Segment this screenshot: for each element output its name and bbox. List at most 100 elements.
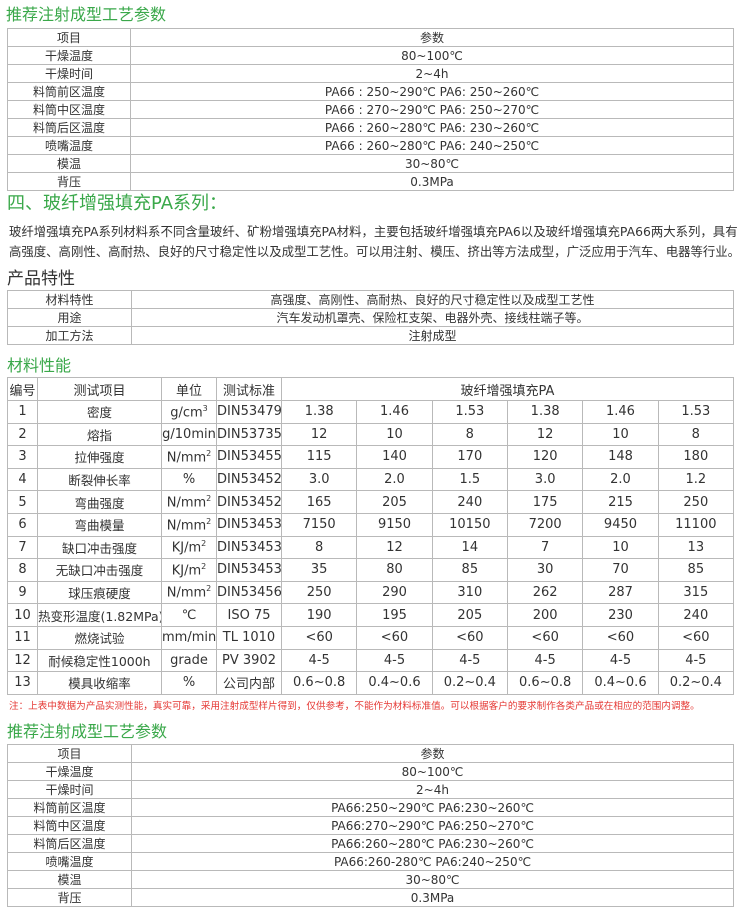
table-row: 6 弯曲模量 N/mm2 DIN53453 7150 9150 10150 7200 9450 1… bbox=[7, 512, 735, 537]
value-cell: 240 bbox=[657, 603, 735, 627]
table-row: 7 缺口冲击强度 KJ/m2 DIN53453 8 12 14 7 10 13 bbox=[7, 535, 735, 560]
value-cell: 1.2 bbox=[657, 467, 735, 492]
row-number: 3 bbox=[7, 445, 38, 469]
row-label: 材料特性 bbox=[7, 290, 132, 309]
header-unit: 单位 bbox=[161, 377, 217, 401]
row-label: 加工方法 bbox=[7, 326, 132, 345]
unit: ℃ bbox=[161, 603, 217, 627]
value-cell: 85 bbox=[657, 558, 735, 582]
unit: KJ/m2 bbox=[161, 558, 217, 582]
value-cell: <60 bbox=[582, 625, 659, 650]
value-cell: 148 bbox=[582, 445, 659, 469]
unit-text: ℃ bbox=[181, 607, 197, 623]
section-title-injection-params-2: 推荐注射成型工艺参数 bbox=[7, 722, 168, 741]
value-cell: 1.53 bbox=[431, 400, 508, 424]
features-title: 产品特性 bbox=[7, 269, 75, 289]
value-cell: 11100 bbox=[657, 512, 735, 537]
value-cell: 115 bbox=[280, 445, 358, 469]
value-cell: 315 bbox=[657, 580, 735, 605]
test-item: 弯曲模量 bbox=[37, 512, 162, 537]
unit-text: g/cm bbox=[170, 404, 203, 420]
value-cell: 205 bbox=[431, 603, 508, 627]
header-item: 项目 bbox=[7, 744, 132, 763]
value-cell: 175 bbox=[506, 490, 584, 514]
row-number: 2 bbox=[7, 422, 38, 447]
value-cell: 200 bbox=[506, 603, 584, 627]
table-row: 10 热变形温度(1.82MPa) ℃ ISO 75 190 195 205 200 230 24… bbox=[7, 603, 735, 627]
value-cell: 7 bbox=[506, 535, 584, 560]
table-row: 干燥温度 80~100℃ bbox=[7, 762, 734, 781]
row-value: PA66 : 260~280℃ PA6: 240~250℃ bbox=[130, 136, 734, 155]
value-cell: 7200 bbox=[506, 512, 584, 537]
row-label: 模温 bbox=[7, 870, 132, 889]
test-item: 拉伸强度 bbox=[37, 445, 162, 469]
properties-title: 材料性能 bbox=[7, 356, 72, 375]
row-label: 模温 bbox=[7, 154, 131, 173]
table-row: 背压 0.3MPa bbox=[7, 172, 734, 191]
value-cell: 4-5 bbox=[506, 648, 584, 673]
header-item: 项目 bbox=[7, 28, 131, 47]
value-cell: 13 bbox=[657, 535, 735, 560]
row-number: 10 bbox=[7, 603, 38, 627]
value-cell: 250 bbox=[657, 490, 735, 514]
value-cell: 10 bbox=[582, 535, 659, 560]
table-row: 5 弯曲强度 N/mm2 DIN53452 165 205 240 175 215 250 bbox=[7, 490, 735, 514]
unit-text: N/mm bbox=[166, 495, 207, 511]
table-row: 料筒中区温度 PA66:270~290℃ PA6:250~270℃ bbox=[7, 816, 734, 835]
row-number: 6 bbox=[7, 512, 38, 537]
test-standard: DIN53453 bbox=[216, 558, 282, 582]
test-item: 模具收缩率 bbox=[37, 671, 162, 695]
unit-text: % bbox=[182, 675, 196, 691]
row-value: 80~100℃ bbox=[130, 46, 734, 65]
value-cell: 85 bbox=[431, 558, 508, 582]
value-cell: 1.53 bbox=[657, 400, 735, 424]
value-cell: 80 bbox=[356, 558, 433, 582]
row-label: 干燥时间 bbox=[7, 780, 132, 799]
table-row: 干燥温度 80~100℃ bbox=[7, 46, 734, 65]
value-cell: 7150 bbox=[280, 512, 358, 537]
row-value: PA66:260~280℃ PA6:230~260℃ bbox=[131, 834, 734, 853]
test-standard: DIN53735 bbox=[216, 422, 282, 447]
value-cell: 215 bbox=[582, 490, 659, 514]
value-cell: 3.0 bbox=[280, 467, 358, 492]
value-cell: 10 bbox=[356, 422, 433, 447]
features-table: 材料特性 高强度、高刚性、高耐热、良好的尺寸稳定性以及成型工艺性 用途 汽车发动机罩壳… bbox=[7, 290, 734, 345]
value-cell: 310 bbox=[431, 580, 508, 605]
test-item: 弯曲强度 bbox=[37, 490, 162, 514]
value-cell: 1.46 bbox=[582, 400, 659, 424]
test-item: 热变形温度(1.82MPa) bbox=[37, 603, 162, 627]
header-material: 玻纤增强填充PA bbox=[281, 377, 734, 401]
test-standard: DIN53453 bbox=[216, 535, 282, 560]
unit: N/mm2 bbox=[161, 490, 217, 514]
table-row: 模温 30~80℃ bbox=[7, 870, 734, 889]
test-item: 球压痕硬度 bbox=[37, 580, 162, 605]
row-value: 汽车发动机罩壳、保险杠支架、电器外壳、接线柱端子等。 bbox=[131, 308, 734, 327]
value-cell: 14 bbox=[431, 535, 508, 560]
row-label: 喷嘴温度 bbox=[7, 852, 132, 871]
value-cell: <60 bbox=[506, 625, 584, 650]
value-cell: 9150 bbox=[356, 512, 433, 537]
injection-params-table-1: 项目 参数 干燥温度 80~100℃ 干燥时间 2~4h 料筒前区温度 PA66 : 250~… bbox=[7, 28, 734, 191]
value-cell: 240 bbox=[431, 490, 508, 514]
table-row: 料筒后区温度 PA66:260~280℃ PA6:230~260℃ bbox=[7, 834, 734, 853]
value-cell: 287 bbox=[582, 580, 659, 605]
unit: N/mm2 bbox=[161, 512, 217, 537]
row-label: 干燥时间 bbox=[7, 64, 131, 83]
unit-text: KJ/m bbox=[171, 540, 202, 556]
table-row: 料筒中区温度 PA66 : 270~290℃ PA6: 250~270℃ bbox=[7, 100, 734, 119]
row-label: 干燥温度 bbox=[7, 46, 131, 65]
unit-text: KJ/m bbox=[171, 563, 202, 579]
row-label: 料筒中区温度 bbox=[7, 100, 131, 119]
properties-table: 编号 测试项目 单位 测试标准 玻纤增强填充PA 1 密度 g/cm3 DIN53479 1.38… bbox=[7, 377, 735, 695]
row-label: 喷嘴温度 bbox=[7, 136, 131, 155]
row-value: 0.3MPa bbox=[131, 888, 734, 907]
unit-text: N/mm bbox=[166, 450, 207, 466]
table-row: 12 耐候稳定性1000h grade PV 3902 4-5 4-5 4-5 4-5 4-5 4… bbox=[7, 648, 735, 673]
value-cell: 0.4~0.6 bbox=[582, 671, 659, 695]
table-row: 材料特性 高强度、高刚性、高耐热、良好的尺寸稳定性以及成型工艺性 bbox=[7, 290, 734, 309]
value-cell: 140 bbox=[356, 445, 433, 469]
row-number: 12 bbox=[7, 648, 38, 673]
unit-exponent: 2 bbox=[201, 539, 207, 549]
table-row: 13 模具收缩率% 公司内部 0.6~0.8 0.4~0.6 0.2~0.4 0.6~0.8… bbox=[7, 671, 735, 695]
value-cell: 0.6~0.8 bbox=[506, 671, 584, 695]
